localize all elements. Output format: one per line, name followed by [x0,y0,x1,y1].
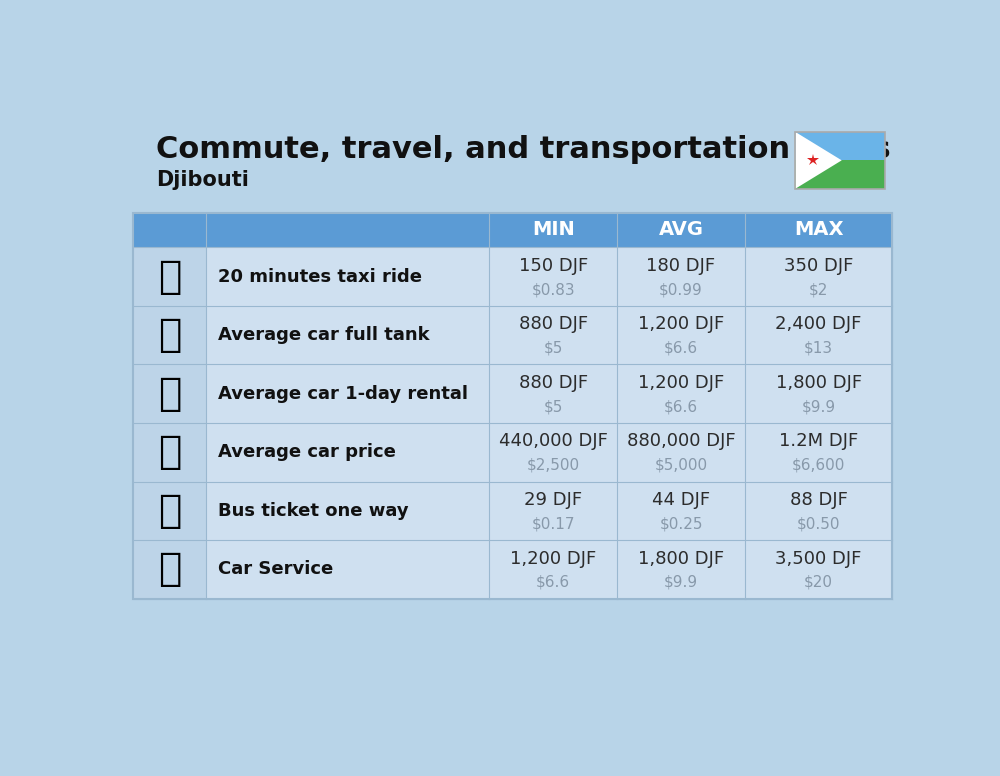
Text: $9.9: $9.9 [664,575,698,590]
Text: $9.9: $9.9 [802,400,836,414]
FancyBboxPatch shape [133,540,892,598]
Text: 20 minutes taxi ride: 20 minutes taxi ride [218,268,422,286]
Text: 🚘: 🚘 [158,550,181,588]
Text: 1,800 DJF: 1,800 DJF [638,549,724,567]
Text: $5,000: $5,000 [654,458,708,473]
Text: 44 DJF: 44 DJF [652,491,710,509]
Text: 1,200 DJF: 1,200 DJF [638,374,724,392]
Text: $5: $5 [544,400,563,414]
Text: $6.6: $6.6 [664,341,698,355]
Polygon shape [795,132,842,189]
FancyBboxPatch shape [133,481,206,540]
Text: $0.50: $0.50 [797,517,840,532]
Text: Average car full tank: Average car full tank [218,326,430,344]
Text: $0.17: $0.17 [531,517,575,532]
FancyBboxPatch shape [795,161,885,189]
Text: 🚗: 🚗 [158,433,181,471]
Text: $13: $13 [804,341,833,355]
Text: $5: $5 [544,341,563,355]
Text: 1,800 DJF: 1,800 DJF [776,374,862,392]
Text: Djibouti: Djibouti [156,170,249,189]
Text: 880 DJF: 880 DJF [519,315,588,334]
FancyBboxPatch shape [133,248,892,306]
FancyBboxPatch shape [133,306,892,365]
Text: 1,200 DJF: 1,200 DJF [510,549,596,567]
Text: $6,600: $6,600 [792,458,845,473]
FancyBboxPatch shape [133,423,206,481]
Text: Bus ticket one way: Bus ticket one way [218,502,409,520]
Text: Car Service: Car Service [218,560,333,578]
Text: AVG: AVG [659,220,704,240]
FancyBboxPatch shape [133,365,892,423]
Text: 2,400 DJF: 2,400 DJF [775,315,862,334]
Text: MAX: MAX [794,220,843,240]
Text: 440,000 DJF: 440,000 DJF [499,432,608,451]
FancyBboxPatch shape [133,423,892,481]
Text: $2,500: $2,500 [527,458,580,473]
Text: $2: $2 [809,282,828,297]
FancyBboxPatch shape [133,481,892,540]
Text: Commute, travel, and transportation costs: Commute, travel, and transportation cost… [156,135,891,164]
FancyBboxPatch shape [795,132,885,161]
FancyBboxPatch shape [133,540,206,598]
Text: 1,200 DJF: 1,200 DJF [638,315,724,334]
FancyBboxPatch shape [133,306,206,365]
Text: 180 DJF: 180 DJF [646,257,716,275]
Text: MIN: MIN [532,220,575,240]
Text: $0.25: $0.25 [659,517,703,532]
Text: 🚌: 🚌 [158,492,181,530]
Text: $0.83: $0.83 [531,282,575,297]
FancyBboxPatch shape [133,213,892,248]
Text: 29 DJF: 29 DJF [524,491,582,509]
Text: 880,000 DJF: 880,000 DJF [627,432,735,451]
Text: $6.6: $6.6 [536,575,570,590]
Text: ⛽: ⛽ [158,316,181,354]
Text: 350 DJF: 350 DJF [784,257,853,275]
FancyBboxPatch shape [133,248,206,306]
Text: Average car price: Average car price [218,443,396,461]
Text: 🚙: 🚙 [158,375,181,413]
Text: 88 DJF: 88 DJF [790,491,848,509]
Text: 3,500 DJF: 3,500 DJF [775,549,862,567]
Text: $0.99: $0.99 [659,282,703,297]
Text: 150 DJF: 150 DJF [519,257,588,275]
FancyBboxPatch shape [133,365,206,423]
Text: $6.6: $6.6 [664,400,698,414]
Text: 880 DJF: 880 DJF [519,374,588,392]
Text: 🚕: 🚕 [158,258,181,296]
Text: 1.2M DJF: 1.2M DJF [779,432,858,451]
Text: $20: $20 [804,575,833,590]
Text: Average car 1-day rental: Average car 1-day rental [218,385,468,403]
